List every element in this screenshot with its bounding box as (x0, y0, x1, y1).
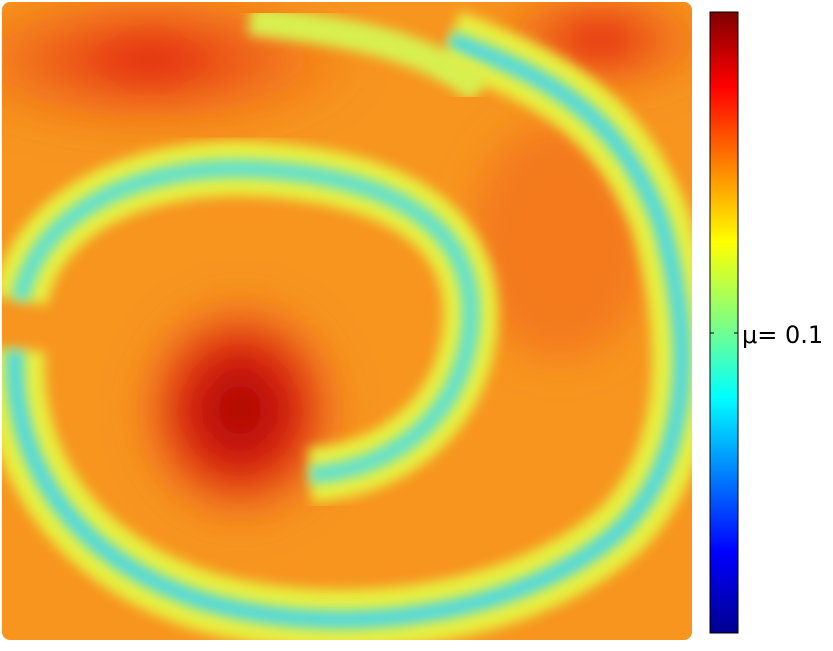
colorbar (709, 11, 739, 634)
scatter-field (2, 2, 692, 640)
colorbar-label: μ= 0.1 (742, 321, 823, 349)
